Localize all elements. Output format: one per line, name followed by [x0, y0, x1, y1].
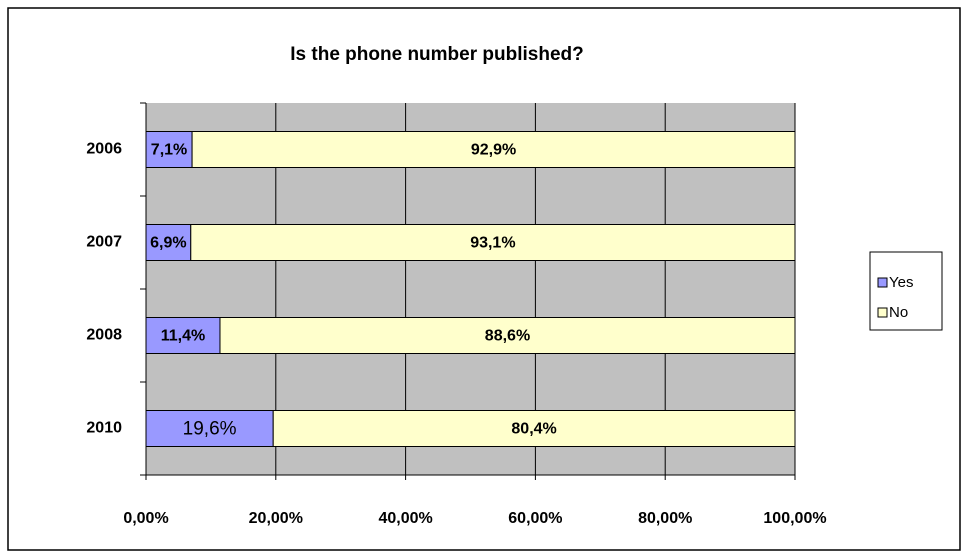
bar-segment [272, 410, 796, 447]
data-label: 6,9% [150, 235, 186, 252]
bar-segment [190, 224, 796, 261]
y-tick-label: 2006 [86, 141, 122, 158]
data-label: 11,4% [161, 328, 205, 345]
x-tick-label: 80,00% [638, 510, 692, 527]
data-label: 92,9% [471, 142, 516, 159]
data-label: 7,1% [151, 142, 187, 159]
y-tick-label: 2007 [86, 234, 122, 251]
bar-segment [191, 131, 796, 168]
legend-label: Yes [889, 274, 913, 291]
bar-segment [145, 224, 192, 261]
legend-swatch [877, 307, 888, 318]
data-label: 80,4% [511, 421, 556, 438]
bar-segment [145, 410, 274, 447]
x-tick-label: 0,00% [123, 510, 168, 527]
y-tick-label: 2010 [86, 420, 122, 437]
chart-title: Is the phone number published? [290, 44, 583, 65]
data-label: 88,6% [485, 328, 530, 345]
legend-swatch [877, 277, 888, 288]
legend-label: No [889, 304, 908, 321]
y-tick-label: 2008 [86, 327, 122, 344]
bar-segment [219, 317, 796, 354]
bar-segment [145, 131, 193, 168]
data-label: 93,1% [470, 235, 515, 252]
x-tick-label: 40,00% [378, 510, 432, 527]
bar-segment [145, 317, 221, 354]
x-tick-label: 100,00% [763, 510, 826, 527]
data-label: 19,6% [183, 419, 237, 440]
x-tick-label: 60,00% [508, 510, 562, 527]
x-tick-label: 20,00% [249, 510, 303, 527]
